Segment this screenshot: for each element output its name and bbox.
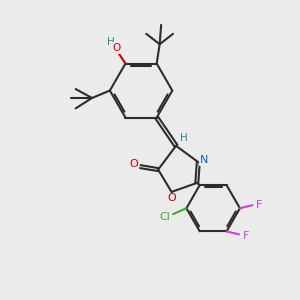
Text: H: H (181, 134, 188, 143)
Text: N: N (200, 155, 208, 165)
Text: O: O (167, 194, 176, 203)
Text: F: F (256, 200, 262, 210)
Text: O: O (129, 159, 138, 169)
Text: O: O (112, 43, 121, 53)
Text: F: F (243, 231, 249, 241)
Text: Cl: Cl (160, 212, 170, 222)
Text: H: H (107, 37, 115, 47)
